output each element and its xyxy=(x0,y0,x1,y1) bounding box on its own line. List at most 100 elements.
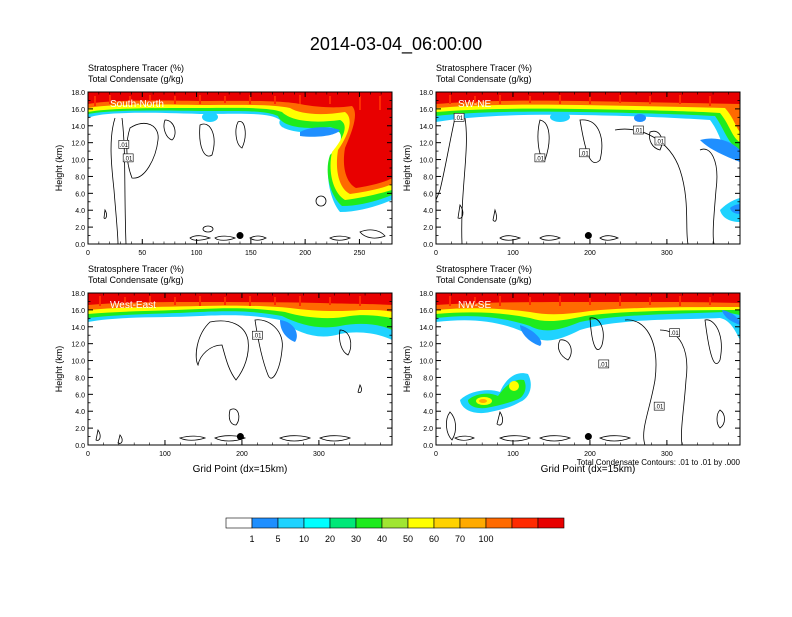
contour-label-box xyxy=(654,136,666,146)
contour-line xyxy=(95,428,123,444)
y-axis-label: Height (km) xyxy=(54,346,64,393)
y-tick-label: 4.0 xyxy=(75,208,85,215)
panel-nw-se: Stratosphere Tracer (%) Total Condensate… xyxy=(436,264,740,445)
colorbar-label: 60 xyxy=(429,534,439,544)
contour-label: .01 xyxy=(634,129,643,135)
contour-label-box xyxy=(579,148,590,158)
y-tick-label: 10.0 xyxy=(419,158,433,165)
contour-line xyxy=(699,148,718,244)
colorbar-swatch xyxy=(537,517,565,529)
contour-label: .01 xyxy=(253,334,262,340)
y-tick-label: 18.0 xyxy=(71,90,85,97)
contour-line xyxy=(716,409,725,429)
contour-line xyxy=(704,319,722,364)
y-tick-label: 2.0 xyxy=(423,225,433,232)
x-tick-label: 200 xyxy=(584,451,596,458)
panel-axes: 0.0 2.0 4.0 6.0 8.0 10.0 12.0 14.0 16.0 18.0 0 100 2… xyxy=(402,90,741,257)
condensate-contours xyxy=(436,117,718,244)
axes-layer: 0.0 2.0 4.0 6.0 8.0 10.0 12.0 14.0 16.0 18.0 0 50 10… xyxy=(54,90,741,475)
location-marker xyxy=(584,232,592,240)
contour-line xyxy=(454,435,632,442)
contour-label: .01 xyxy=(670,331,679,337)
contour-line xyxy=(614,128,689,244)
y-tick-label: 16.0 xyxy=(71,308,85,315)
condensate-contours xyxy=(446,317,725,445)
location-marker xyxy=(236,232,244,240)
contour-line xyxy=(195,320,249,381)
contour-label: .01 xyxy=(124,156,133,162)
figure-title: 2014-03-04_06:00:00 xyxy=(310,34,482,55)
y-tick-label: 0.0 xyxy=(423,242,433,249)
tracer-low-green xyxy=(730,204,740,214)
y-tick-label: 8.0 xyxy=(423,174,433,181)
contour-line xyxy=(178,435,352,442)
contour-line xyxy=(339,329,352,356)
stratosphere-tracer-fill xyxy=(88,293,392,342)
y-tick-label: 2.0 xyxy=(423,426,433,433)
cross-section-name: NW-SE xyxy=(458,300,491,311)
y-tick-label: 14.0 xyxy=(419,325,433,332)
contour-line xyxy=(499,235,620,241)
colorbar-swatch xyxy=(485,517,513,529)
panel-west-east: Stratosphere Tracer (%) Total Condensate… xyxy=(88,264,392,444)
tracer-pocket-blue xyxy=(700,138,740,162)
y-tick-label: 4.0 xyxy=(75,409,85,416)
x-axis-label: Grid Point (dx=15km) xyxy=(541,464,636,475)
contour-label: .01 xyxy=(536,156,545,162)
y-axis-label: Height (km) xyxy=(402,346,412,393)
tracer-band-50 xyxy=(88,92,392,200)
y-tick-label: 10.0 xyxy=(71,359,85,366)
panel-title-tracer: Stratosphere Tracer (%) xyxy=(88,63,184,73)
contour-label-box xyxy=(653,401,665,411)
contour-label-box xyxy=(252,330,263,340)
panel-south-north: Stratosphere Tracer (%) Total Condensate… xyxy=(88,63,392,244)
tracer-stripes xyxy=(99,296,361,306)
y-tick-label: 8.0 xyxy=(75,174,85,181)
x-tick-label: 100 xyxy=(507,250,519,257)
x-tick-label: 200 xyxy=(236,451,248,458)
y-tick-label: 6.0 xyxy=(75,191,85,198)
colorbar-swatch xyxy=(511,517,539,529)
panel-axes: 0.0 2.0 4.0 6.0 8.0 10.0 12.0 14.0 16.0 18.0 0 100 2… xyxy=(54,291,393,475)
x-tick-label: 300 xyxy=(661,250,673,257)
colorbar-label: 20 xyxy=(325,534,335,544)
contour-line xyxy=(121,117,127,244)
contour-line xyxy=(126,123,159,179)
y-tick-label: 16.0 xyxy=(419,107,433,114)
contour-label: .01 xyxy=(655,405,664,411)
y-tick-label: 6.0 xyxy=(423,392,433,399)
tracer-band-100 xyxy=(88,92,392,188)
tracer-blob-hot xyxy=(479,399,487,403)
y-tick-label: 14.0 xyxy=(71,325,85,332)
contour-line xyxy=(357,384,362,393)
cross-section-name: SW-NE xyxy=(458,99,491,110)
location-marker xyxy=(584,433,592,441)
x-tick-label: 300 xyxy=(313,451,325,458)
condensate-contours xyxy=(103,117,386,244)
x-tick-label: 100 xyxy=(159,451,171,458)
contour-line xyxy=(254,319,283,379)
y-tick-label: 8.0 xyxy=(75,375,85,382)
tracer-pocket-dip xyxy=(550,112,570,122)
x-axis-label: Grid Point (dx=15km) xyxy=(193,464,288,475)
y-tick-label: 12.0 xyxy=(419,342,433,349)
contour-label: .01 xyxy=(580,151,589,157)
colorbar-label: 1 xyxy=(249,534,254,544)
y-tick-label: 18.0 xyxy=(71,291,85,298)
tracer-pocket-blue xyxy=(300,127,340,137)
panel-title-condensate: Total Condensate (g/kg) xyxy=(436,74,532,84)
tracer-blob-core xyxy=(509,381,519,391)
colorbar-swatch xyxy=(277,517,305,529)
contour-line xyxy=(199,123,215,157)
contour-label-box xyxy=(118,140,130,149)
y-tick-label: 6.0 xyxy=(423,191,433,198)
y-tick-label: 12.0 xyxy=(71,141,85,148)
contour-label-box xyxy=(453,113,465,122)
colorbar-label: 30 xyxy=(351,534,361,544)
panel-axes: 0.0 2.0 4.0 6.0 8.0 10.0 12.0 14.0 16.0 18.0 0 100 2… xyxy=(402,291,741,475)
location-marker xyxy=(236,433,244,441)
x-tick-label: 250 xyxy=(354,250,366,257)
contour-line xyxy=(446,411,456,441)
y-tick-label: 0.0 xyxy=(75,242,85,249)
contour-line xyxy=(624,319,657,445)
